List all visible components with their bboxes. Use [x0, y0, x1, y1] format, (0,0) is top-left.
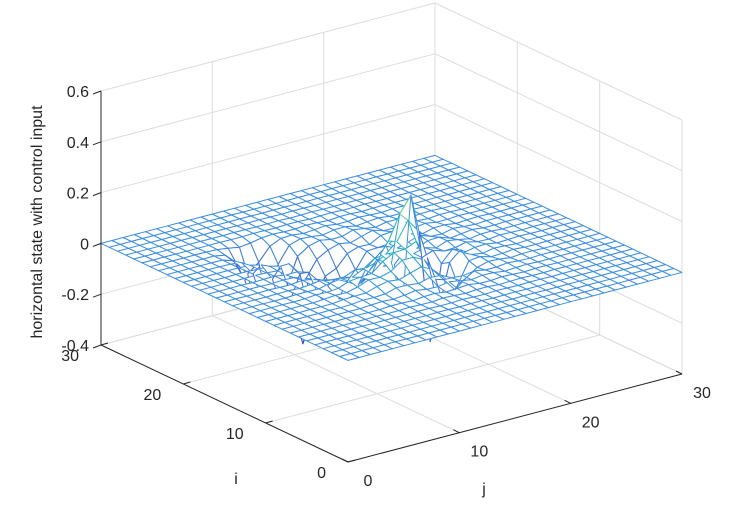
j-tick-label: 0: [364, 473, 373, 490]
z-tick-label: -0.4: [61, 338, 89, 355]
z-tick-label: 0: [80, 236, 89, 253]
backwall-gridline-z: [100, 53, 436, 143]
axes: [92, 90, 683, 463]
j-tick-label: 20: [582, 414, 600, 431]
i-tick-label: 10: [226, 426, 244, 443]
backwall-gridline-z: [100, 104, 436, 194]
j-tick: [453, 429, 460, 434]
z-tick: [92, 192, 102, 197]
i-tick-label: 0: [317, 465, 326, 482]
z-tick: [92, 141, 102, 146]
z-tick-label: -0.2: [61, 287, 89, 304]
tick-labels: -0.4 -0.2 0 0.2 0.4 0.6 0 10 20 30 0 10 20 30: [61, 84, 711, 490]
sidewall-gridline-z: [434, 104, 683, 223]
surface-mesh: [100, 154, 683, 361]
backwall-gridline-z: [100, 2, 436, 92]
j-axis-line: [347, 373, 683, 463]
i-tick: [183, 381, 191, 385]
z-tick: [92, 344, 102, 349]
i-tick: [100, 342, 109, 346]
floor-gridline-i: [265, 334, 600, 424]
floor-gridline-j: [212, 315, 460, 434]
z-tick-label: 0.6: [67, 84, 89, 101]
sidewall-gridline-z: [434, 53, 683, 172]
z-tick-label: 0.2: [67, 186, 89, 203]
i-tick-label: 30: [61, 348, 79, 365]
i-axis-line: [100, 344, 349, 463]
sidewall-gridline-z: [434, 2, 683, 121]
i-tick-label: 20: [144, 387, 162, 404]
y-axis-label: i: [234, 471, 238, 488]
mesh-cell: [662, 268, 683, 276]
z-tick: [92, 293, 102, 298]
z-tick: [92, 242, 102, 247]
j-tick-label: 10: [470, 444, 488, 461]
j-tick-label: 30: [693, 385, 711, 402]
j-tick: [675, 370, 683, 375]
j-tick: [564, 399, 571, 404]
i-tick: [347, 459, 356, 463]
z-tick: [92, 90, 102, 95]
z-axis-label: horizontal state with control input: [29, 105, 46, 339]
z-tick-label: 0.4: [67, 135, 89, 152]
i-tick: [265, 420, 273, 424]
j-tick: [341, 458, 349, 463]
x-axis-label: j: [481, 481, 486, 498]
